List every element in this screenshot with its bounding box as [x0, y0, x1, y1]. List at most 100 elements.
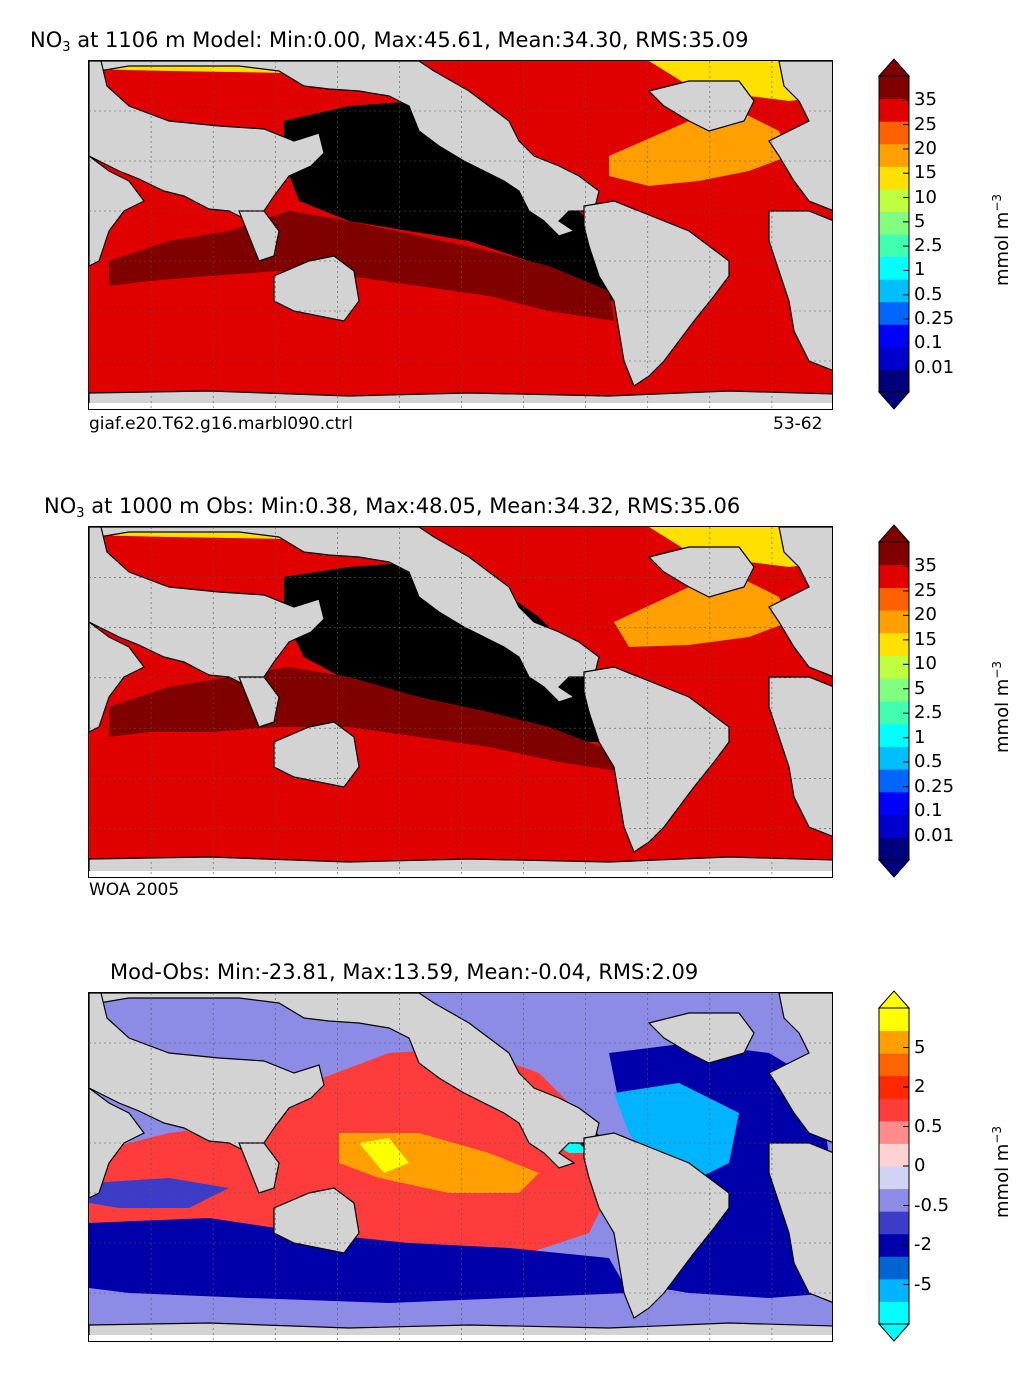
- colorbar-units-label: mmol m−3: [990, 1125, 1013, 1218]
- eurasia-west-landmass: [89, 527, 325, 688]
- colorbar-bar: [878, 58, 910, 410]
- colorbar-segment: [879, 769, 909, 793]
- colorbar-segment: [879, 1098, 909, 1122]
- colorbar-tick-label: 0.1: [914, 332, 943, 354]
- colorbar-segment: [879, 655, 909, 679]
- field-region-5: [614, 1083, 739, 1183]
- field-region-2: [609, 111, 789, 186]
- colorbar-segment: [879, 632, 909, 657]
- polar-mask: [89, 403, 832, 409]
- south-america-landmass: [583, 200, 730, 387]
- colorbar-tick-label: 0: [914, 1155, 926, 1176]
- colorbar-segment: [879, 369, 909, 393]
- colorbar-segment: [879, 610, 909, 634]
- greenland-landmass: [647, 1012, 755, 1064]
- field-region-0: [284, 562, 619, 742]
- eurasia-west-landmass: [89, 61, 325, 222]
- colorbar-tick-label: 5: [914, 677, 926, 699]
- eurasia-west-landmass: [89, 993, 325, 1154]
- colorbar-bar: [878, 524, 910, 878]
- colorbar-min-arrow: [878, 859, 910, 878]
- colorbar-segment: [879, 678, 909, 702]
- colorbar-tick-label: 15: [914, 628, 937, 650]
- colorbar-segment: [879, 279, 909, 303]
- africa-east-landmass: [89, 621, 145, 733]
- australia-landmass: [273, 255, 360, 322]
- colorbar-tick-label: 1: [914, 259, 926, 281]
- colorbar-tick-label: 0.01: [914, 356, 955, 378]
- colorbar-bar: [878, 990, 910, 1342]
- colorbar-tick-label: 5: [914, 210, 926, 232]
- colorbar-tick-label: 15: [914, 162, 937, 184]
- south-america-landmass: [583, 1132, 730, 1319]
- colorbar-tick-label: 25: [914, 579, 937, 601]
- colorbar-segment: [879, 324, 909, 348]
- panel2-title: NO3 at 1000 m Obs: Min:0.38, Max:48.05, …: [44, 494, 741, 521]
- colorbar-tick-label: 0.25: [914, 775, 955, 797]
- colorbar-segment: [879, 346, 909, 370]
- colorbar-segment: [879, 98, 909, 122]
- field-region-3: [359, 1138, 409, 1173]
- colorbar-tick-label: 2: [914, 1076, 926, 1097]
- colorbar-segment: [879, 701, 909, 725]
- colorbar-segment: [879, 1166, 909, 1190]
- colorbar-tick-label: 5: [914, 1036, 926, 1058]
- colorbar-tick-label: 0.5: [914, 283, 943, 305]
- colorbar-tick-label: 2.5: [914, 702, 943, 724]
- colorbar-segment: [879, 746, 909, 770]
- europe-asia-landmass: [768, 527, 832, 677]
- colorbar-segment: [879, 256, 909, 280]
- field-region-6: [89, 1218, 629, 1303]
- panel3-colorbar: -5 -2 -0.5 0 0.5 2 5 mmol m−3: [878, 990, 1018, 1342]
- africa-landmass: [768, 210, 832, 371]
- colorbar-segment: [879, 814, 909, 838]
- colorbar-segment: [879, 1143, 909, 1167]
- colorbar-max-arrow: [878, 524, 910, 543]
- colorbar-segment: [879, 723, 909, 747]
- colorbar-segment: [879, 1233, 909, 1257]
- colorbar-segment: [879, 143, 909, 167]
- colorbar-segment: [879, 1278, 909, 1302]
- colorbar-min-arrow: [878, 1323, 910, 1342]
- colorbar-tick-label: 0.5: [914, 751, 943, 773]
- colorbar-tick-label: 20: [914, 137, 937, 159]
- colorbar-segment: [879, 564, 909, 588]
- colorbar-segment: [879, 1211, 909, 1235]
- colorbar-segment: [879, 542, 909, 566]
- colorbar-min-arrow: [878, 391, 910, 410]
- colorbar-tick-label: -0.5: [914, 1194, 950, 1216]
- panel2-colorbar: 0.01 0.1 0.25 0.5 1 2.5 5 10 15 20 25 35 mmol m−3: [878, 524, 1018, 878]
- panel1-title: NO3 at 1106 m Model: Min:0.00, Max:45.61…: [30, 28, 749, 55]
- panel1-years-caption: 53-62: [773, 414, 823, 434]
- colorbar-segment: [879, 166, 909, 190]
- polar-mask: [89, 1335, 832, 1341]
- panel2-source-caption: WOA 2005: [89, 880, 180, 900]
- colorbar-segment: [879, 1301, 909, 1325]
- colorbar-tick-label: 0.25: [914, 308, 955, 330]
- south-america-landmass: [583, 666, 730, 853]
- greenland-landmass: [647, 546, 755, 598]
- field-region-0: [284, 101, 614, 301]
- panel3-map: [88, 992, 833, 1342]
- panel1-run-caption: giaf.e20.T62.g16.marbl090.ctrl: [89, 414, 353, 434]
- polar-mask: [89, 871, 832, 877]
- colorbar-tick-label: 0.1: [914, 800, 943, 822]
- panel1-colorbar: 0.01 0.1 0.25 0.5 1 2.5 5 10 15 20 25 35 mmol m−3: [878, 58, 1018, 410]
- colorbar-segment: [879, 76, 909, 100]
- colorbar-tick-label: 20: [914, 604, 937, 626]
- north-america-landmass: [98, 993, 600, 1169]
- colorbar-tick-label: -5: [914, 1273, 932, 1295]
- colorbar-segment: [879, 1120, 909, 1144]
- greenland-landmass: [647, 80, 755, 132]
- europe-asia-landmass: [768, 61, 832, 211]
- colorbar-tick-label: 35: [914, 555, 937, 577]
- colorbar-segment: [879, 121, 909, 145]
- colorbar-segment: [879, 1053, 909, 1077]
- africa-landmass: [768, 1142, 832, 1303]
- colorbar-units-label: mmol m−3: [990, 660, 1013, 753]
- colorbar-units-label: mmol m−3: [990, 193, 1013, 286]
- panel2-map: [88, 526, 833, 878]
- colorbar-segment: [879, 1188, 909, 1212]
- colorbar-tick-label: 0.5: [914, 1115, 943, 1137]
- africa-landmass: [768, 676, 832, 837]
